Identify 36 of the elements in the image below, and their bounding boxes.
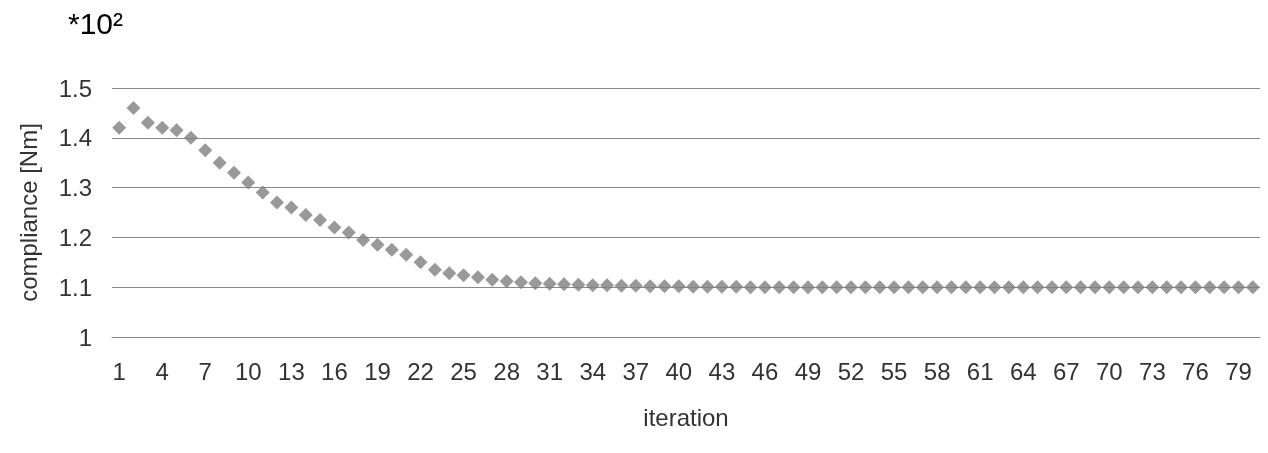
x-tick-label: 79 [1225,357,1252,385]
x-tick-label: 7 [198,357,212,385]
text: *10² [68,6,124,40]
x-tick-label: 52 [837,357,865,385]
x-tick-label: 10 [234,357,262,385]
x-tick-label: 67 [1052,357,1080,385]
x-tick-label: 28 [493,357,520,385]
x-tick-label: 1 [112,357,126,385]
y-tick-label: 1.5 [58,74,92,102]
x-tick-label: 40 [665,357,693,385]
x-tick-label: 70 [1095,357,1123,385]
x-tick-label: 4 [155,357,169,385]
y-tick-label: 1.1 [58,273,92,301]
x-tick-label: 31 [536,357,564,385]
x-tick-label: 43 [708,357,736,385]
x-tick-label: 61 [966,357,994,385]
y-tick-label: 1 [78,323,92,351]
x-tick-label: 55 [880,357,908,385]
y-axis-title: compliance [Nm] [14,123,42,302]
y-tick-label: 1.3 [58,174,92,202]
x-tick-label: 46 [751,357,779,385]
x-tick-label: 58 [923,357,951,385]
x-tick-label: 49 [794,357,822,385]
x-tick-label: 16 [321,357,348,385]
x-tick-label: 76 [1182,357,1209,385]
x-tick-label: 34 [579,357,607,385]
y-tick-label: 1.2 [58,223,92,251]
x-tick-label: 13 [278,357,305,385]
x-tick-label: 22 [407,357,434,385]
x-tick-label: 64 [1009,357,1037,385]
x-axis-title: iteration [643,403,729,431]
x-tick-label: 19 [364,357,391,385]
y-tick-label: 1.4 [58,124,92,152]
x-tick-label: 25 [450,357,477,385]
x-tick-label: 73 [1139,357,1166,385]
x-tick-label: 37 [622,357,650,385]
